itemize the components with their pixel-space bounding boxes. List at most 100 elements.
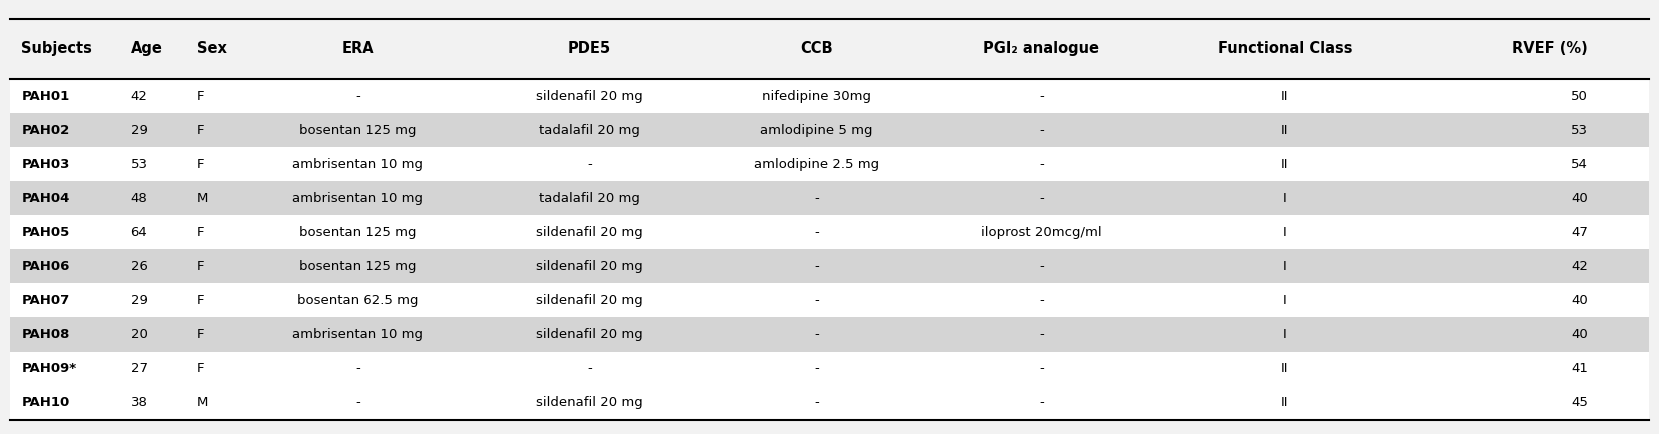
Text: -: -	[1039, 89, 1044, 102]
FancyBboxPatch shape	[10, 79, 1649, 113]
Text: -: -	[1039, 362, 1044, 375]
Text: 42: 42	[1571, 260, 1588, 273]
Text: sildenafil 20 mg: sildenafil 20 mg	[536, 294, 642, 307]
Text: 41: 41	[1571, 362, 1588, 375]
Text: amlodipine 5 mg: amlodipine 5 mg	[760, 124, 873, 137]
Text: F: F	[197, 328, 204, 341]
Text: sildenafil 20 mg: sildenafil 20 mg	[536, 396, 642, 409]
Text: sildenafil 20 mg: sildenafil 20 mg	[536, 89, 642, 102]
Text: I: I	[1282, 328, 1287, 341]
Text: -: -	[587, 362, 592, 375]
Text: F: F	[197, 89, 204, 102]
Text: PAH03: PAH03	[22, 158, 70, 171]
Text: Subjects: Subjects	[22, 41, 93, 56]
Text: 27: 27	[131, 362, 148, 375]
Text: iloprost 20mcg/ml: iloprost 20mcg/ml	[980, 226, 1102, 239]
Text: -: -	[1039, 260, 1044, 273]
Text: 40: 40	[1571, 328, 1588, 341]
FancyBboxPatch shape	[10, 283, 1649, 318]
Text: 29: 29	[131, 294, 148, 307]
Text: -: -	[1039, 124, 1044, 137]
Text: tadalafil 20 mg: tadalafil 20 mg	[539, 192, 640, 205]
Text: PAH05: PAH05	[22, 226, 70, 239]
Text: -: -	[1039, 192, 1044, 205]
Text: bosentan 125 mg: bosentan 125 mg	[299, 226, 416, 239]
Text: 50: 50	[1571, 89, 1588, 102]
Text: bosentan 62.5 mg: bosentan 62.5 mg	[297, 294, 418, 307]
Text: PAH01: PAH01	[22, 89, 70, 102]
Text: nifedipine 30mg: nifedipine 30mg	[761, 89, 871, 102]
Text: sildenafil 20 mg: sildenafil 20 mg	[536, 260, 642, 273]
Text: 38: 38	[131, 396, 148, 409]
Text: 40: 40	[1571, 294, 1588, 307]
Text: -: -	[1039, 294, 1044, 307]
Text: PAH04: PAH04	[22, 192, 70, 205]
Text: I: I	[1282, 192, 1287, 205]
Text: tadalafil 20 mg: tadalafil 20 mg	[539, 124, 640, 137]
Text: CCB: CCB	[800, 41, 833, 56]
Text: 47: 47	[1571, 226, 1588, 239]
Text: -: -	[815, 362, 818, 375]
Text: I: I	[1282, 260, 1287, 273]
Text: PDE5: PDE5	[567, 41, 611, 56]
Text: sildenafil 20 mg: sildenafil 20 mg	[536, 226, 642, 239]
Text: sildenafil 20 mg: sildenafil 20 mg	[536, 328, 642, 341]
Text: -: -	[815, 328, 818, 341]
Text: F: F	[197, 158, 204, 171]
Text: ambrisentan 10 mg: ambrisentan 10 mg	[292, 158, 423, 171]
Text: 54: 54	[1571, 158, 1588, 171]
Text: -: -	[587, 158, 592, 171]
FancyBboxPatch shape	[10, 250, 1649, 283]
Text: M: M	[197, 192, 207, 205]
Text: -: -	[1039, 158, 1044, 171]
Text: 45: 45	[1571, 396, 1588, 409]
Text: bosentan 125 mg: bosentan 125 mg	[299, 260, 416, 273]
FancyBboxPatch shape	[10, 181, 1649, 215]
Text: 26: 26	[131, 260, 148, 273]
Text: Sex: Sex	[197, 41, 227, 56]
Text: 42: 42	[131, 89, 148, 102]
FancyBboxPatch shape	[10, 113, 1649, 147]
Text: 29: 29	[131, 124, 148, 137]
Text: bosentan 125 mg: bosentan 125 mg	[299, 124, 416, 137]
Text: I: I	[1282, 294, 1287, 307]
Text: PAH02: PAH02	[22, 124, 70, 137]
Text: 53: 53	[1571, 124, 1588, 137]
Text: 64: 64	[131, 226, 148, 239]
Text: -: -	[815, 294, 818, 307]
Text: I: I	[1282, 226, 1287, 239]
Text: -: -	[815, 226, 818, 239]
Text: -: -	[355, 89, 360, 102]
Text: F: F	[197, 294, 204, 307]
Text: F: F	[197, 362, 204, 375]
Text: II: II	[1281, 362, 1289, 375]
Text: amlodipine 2.5 mg: amlodipine 2.5 mg	[753, 158, 879, 171]
Text: 40: 40	[1571, 192, 1588, 205]
FancyBboxPatch shape	[10, 352, 1649, 385]
Text: Functional Class: Functional Class	[1218, 41, 1352, 56]
FancyBboxPatch shape	[10, 385, 1649, 420]
FancyBboxPatch shape	[10, 215, 1649, 250]
Text: II: II	[1281, 158, 1289, 171]
Text: M: M	[197, 396, 207, 409]
Text: PAH09*: PAH09*	[22, 362, 76, 375]
Text: ambrisentan 10 mg: ambrisentan 10 mg	[292, 328, 423, 341]
Text: PAH10: PAH10	[22, 396, 70, 409]
Text: II: II	[1281, 396, 1289, 409]
Text: -: -	[815, 260, 818, 273]
Text: PAH06: PAH06	[22, 260, 70, 273]
Text: 53: 53	[131, 158, 148, 171]
Text: -: -	[1039, 396, 1044, 409]
Text: PGI₂ analogue: PGI₂ analogue	[984, 41, 1100, 56]
Text: -: -	[815, 192, 818, 205]
Text: RVEF (%): RVEF (%)	[1513, 41, 1588, 56]
Text: Age: Age	[131, 41, 163, 56]
Text: II: II	[1281, 89, 1289, 102]
Text: -: -	[355, 362, 360, 375]
Text: -: -	[815, 396, 818, 409]
Text: -: -	[355, 396, 360, 409]
Text: PAH07: PAH07	[22, 294, 70, 307]
Text: ERA: ERA	[342, 41, 373, 56]
Text: F: F	[197, 260, 204, 273]
Text: II: II	[1281, 124, 1289, 137]
